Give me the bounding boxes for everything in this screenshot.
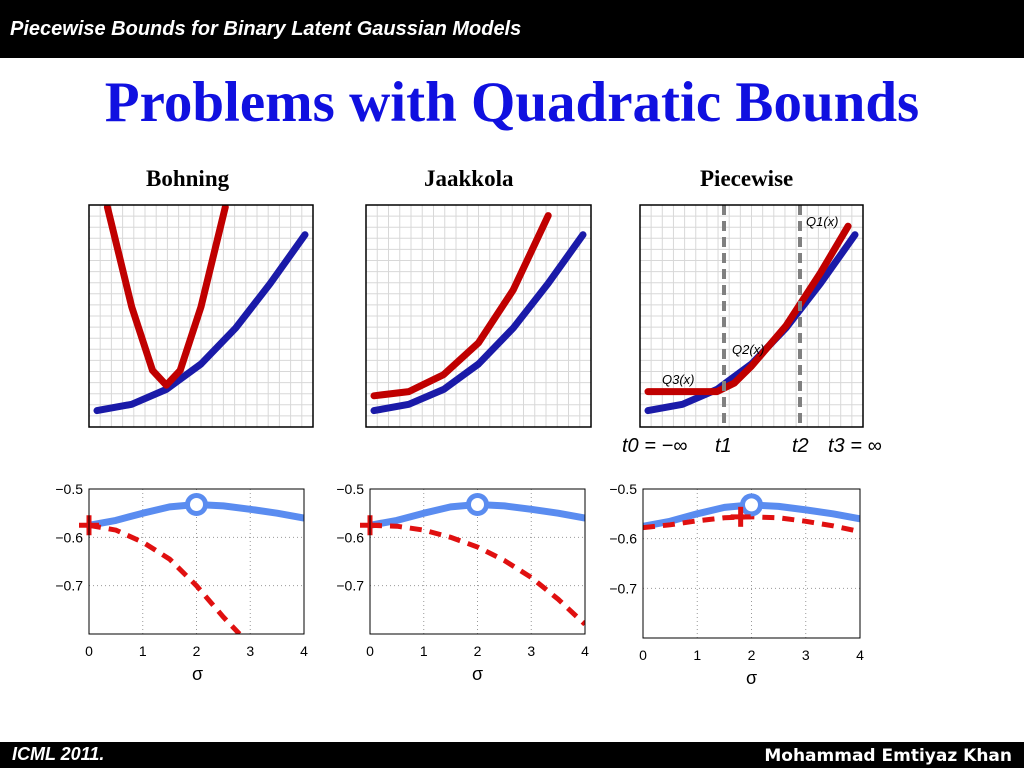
slide-title: Problems with Quadratic Bounds	[104, 71, 920, 134]
x-tick-label: 2	[748, 647, 756, 663]
x-tick-label: 4	[581, 643, 589, 659]
t0-label: t0 = −∞	[622, 435, 687, 457]
x-tick-label: 0	[85, 643, 93, 659]
y-tick-label: −0.7	[336, 578, 364, 594]
x-tick-label: 1	[693, 647, 701, 663]
x-tick-label: 1	[139, 643, 147, 659]
column-title-bohning: Bohning	[146, 166, 230, 191]
y-tick-label: −0.6	[55, 529, 83, 545]
max-plus-marker	[730, 506, 751, 527]
top-plot-border	[365, 204, 592, 428]
max-circle-marker	[740, 493, 763, 517]
top-plot-border	[88, 204, 314, 428]
header-bar: Piecewise Bounds for Binary Latent Gauss…	[0, 0, 1024, 58]
sigma-label-1: σ	[192, 664, 203, 684]
quadratic-bound-curve	[644, 222, 852, 396]
x-tick-label: 3	[527, 643, 535, 659]
bottom-plot-border	[369, 488, 586, 635]
q1-label: Q1(x)	[806, 214, 839, 229]
t1-label: t1	[715, 435, 732, 457]
x-tick-label: 4	[856, 647, 864, 663]
y-tick-label: −0.6	[336, 529, 364, 545]
bottom-plot-border	[88, 488, 305, 635]
bottom-plot-border	[642, 488, 861, 639]
column-title-jaakkola: Jaakkola	[424, 166, 514, 191]
footer-venue: ICML 2011.	[12, 744, 105, 764]
bound-value-curve	[370, 522, 585, 627]
t2-label: t2	[792, 435, 809, 457]
y-tick-label: −0.5	[609, 481, 637, 497]
header-text: Piecewise Bounds for Binary Latent Gauss…	[10, 18, 522, 40]
y-tick-label: −0.6	[609, 531, 637, 547]
x-tick-label: 2	[474, 643, 482, 659]
function-curve	[370, 231, 587, 415]
x-tick-label: 1	[420, 643, 428, 659]
bound-value-curve	[643, 514, 860, 535]
x-tick-label: 2	[193, 643, 201, 659]
x-tick-label: 3	[802, 647, 810, 663]
max-circle-marker	[185, 492, 208, 516]
footer-author: Mohammad Emtiyaz Khan	[764, 746, 1012, 766]
y-tick-label: −0.7	[609, 580, 637, 596]
column-title-piecewise: Piecewise	[700, 166, 794, 191]
function-curve	[93, 231, 309, 415]
x-tick-label: 4	[300, 643, 308, 659]
footer-bar: ICML 2011. Mohammad Emtiyaz Khan	[0, 742, 1024, 768]
y-tick-label: −0.5	[336, 481, 364, 497]
bound-value-curve	[89, 522, 242, 634]
q3-label: Q3(x)	[662, 372, 695, 387]
x-tick-label: 3	[246, 643, 254, 659]
sigma-label-3: σ	[746, 668, 757, 688]
x-tick-label: 0	[639, 647, 647, 663]
sigma-label-2: σ	[472, 664, 483, 684]
y-tick-label: −0.7	[55, 578, 83, 594]
max-circle-marker	[466, 492, 489, 516]
quadratic-bound-curve	[103, 205, 229, 389]
y-tick-label: −0.5	[55, 481, 83, 497]
q2-label: Q2(x)	[732, 342, 765, 357]
quadratic-bound-curve	[370, 212, 552, 400]
top-plot-border	[639, 204, 864, 428]
x-tick-label: 0	[366, 643, 374, 659]
t3-label: t3 = ∞	[828, 435, 882, 457]
